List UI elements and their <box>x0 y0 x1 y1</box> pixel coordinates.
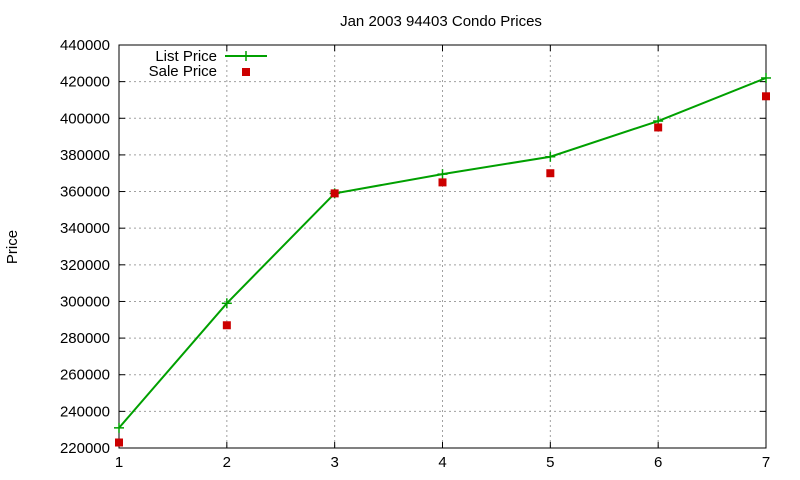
data-point-list-price <box>545 151 556 162</box>
axis-ticks: 1 2 3 4 5 6 7 220000 240000 260000 280000 300000 320… <box>60 37 770 471</box>
data-point-list-price <box>221 298 232 309</box>
x-tick-label: 1 <box>115 454 123 471</box>
y-tick-label: 340000 <box>60 220 110 237</box>
legend-marker-list-price <box>241 51 251 61</box>
data-point-list-price <box>761 72 771 83</box>
y-tick-label: 220000 <box>60 440 110 457</box>
grid <box>119 45 766 448</box>
data-point-sale-price <box>546 169 555 178</box>
series-layer <box>114 72 771 447</box>
data-point-sale-price <box>438 178 447 187</box>
legend: List Price Sale Price <box>149 48 267 80</box>
x-tick-label: 6 <box>654 454 662 471</box>
data-point-sale-price <box>762 92 770 101</box>
x-tick-label: 3 <box>330 454 338 471</box>
y-axis-title: Price <box>4 230 21 264</box>
x-tick-label: 4 <box>438 454 446 471</box>
y-tick-label: 320000 <box>60 257 110 274</box>
legend-swatches <box>225 51 267 76</box>
y-tick-label: 360000 <box>60 184 110 201</box>
y-tick-label: 440000 <box>60 37 110 54</box>
x-tick-label: 2 <box>223 454 231 471</box>
data-point-list-price <box>114 422 124 433</box>
data-point-sale-price <box>330 189 339 198</box>
x-tick-label: 5 <box>546 454 554 471</box>
y-tick-label: 420000 <box>60 74 110 91</box>
y-tick-label: 300000 <box>60 293 110 310</box>
data-point-sale-price <box>222 321 231 330</box>
y-tick-label: 400000 <box>60 110 110 127</box>
data-point-sale-price <box>115 438 123 447</box>
legend-label-list-price: List Price <box>155 48 217 65</box>
x-tick-label: 7 <box>762 454 770 471</box>
data-point-sale-price <box>654 123 663 132</box>
data-point-list-price <box>437 169 448 180</box>
y-tick-label: 240000 <box>60 403 110 420</box>
legend-marker-sale-price <box>242 68 250 76</box>
chart-title: Jan 2003 94403 Condo Prices <box>340 13 542 30</box>
y-tick-label: 280000 <box>60 330 110 347</box>
y-tick-label: 260000 <box>60 367 110 384</box>
y-tick-label: 380000 <box>60 147 110 164</box>
legend-label-sale-price: Sale Price <box>149 63 217 80</box>
